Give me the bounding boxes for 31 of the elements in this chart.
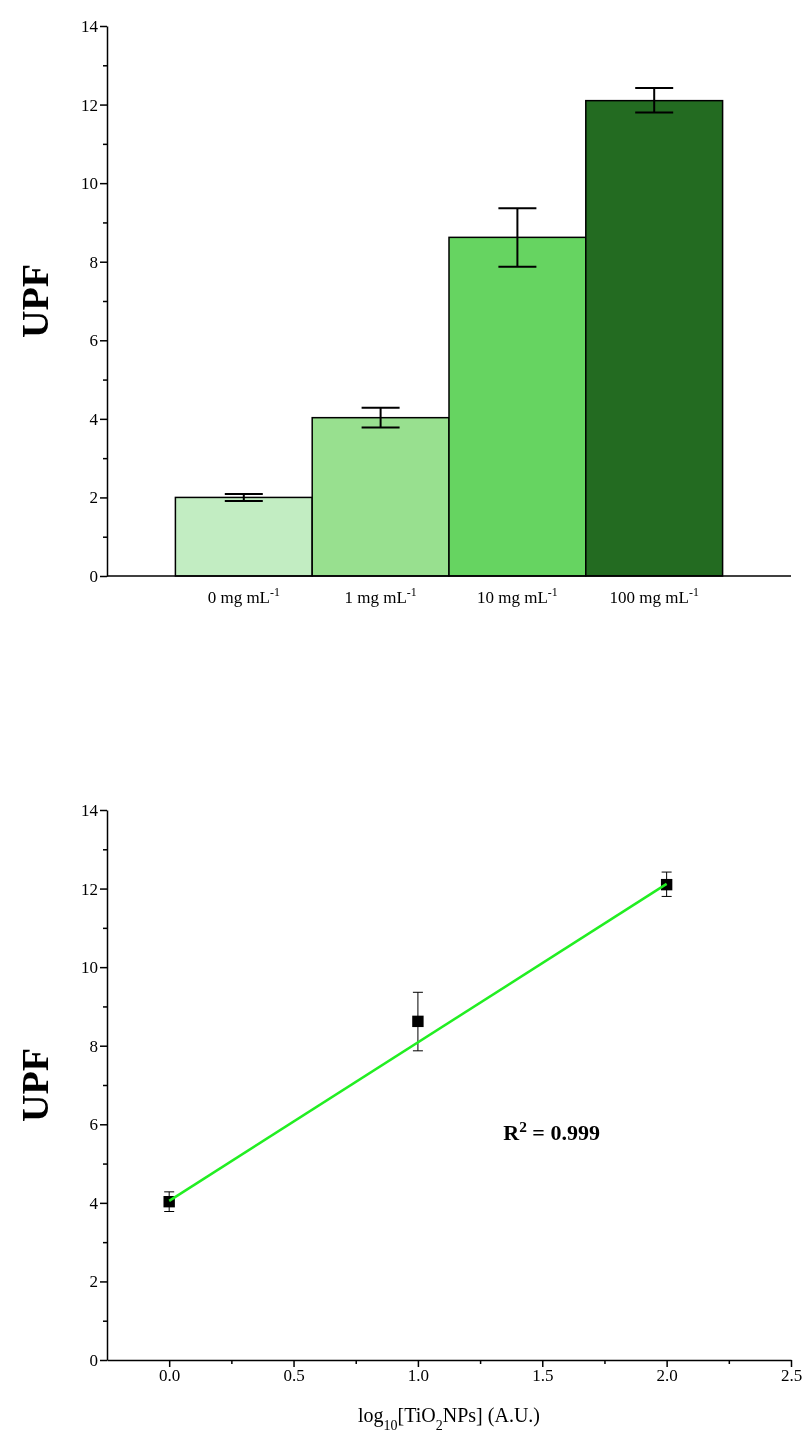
y-tick-label: 14 bbox=[81, 16, 99, 36]
y-tick-label: 10 bbox=[81, 174, 98, 194]
point bbox=[412, 1015, 424, 1028]
y-tick-label: 0 bbox=[89, 1350, 98, 1370]
y-tick-label: 4 bbox=[89, 409, 99, 429]
y-axis-title: UPF bbox=[14, 264, 56, 338]
x-tick-label: 0 mg mL$^{-1}$ bbox=[207, 584, 280, 607]
y-tick-label: 12 bbox=[81, 95, 98, 115]
y-tick-label: 4 bbox=[89, 1193, 99, 1213]
x-tick-label: 2.5 bbox=[780, 1366, 803, 1386]
y-tick-label: 2 bbox=[89, 488, 98, 508]
annotation: R$^{2}$ = 0.999 bbox=[503, 1117, 600, 1145]
x-tick-label: 10 mg mL$^{-1}$ bbox=[477, 584, 558, 607]
x-tick-label: 0.0 bbox=[159, 1366, 181, 1386]
y-tick-label: 0 bbox=[89, 566, 98, 586]
y-axis-title: UPF bbox=[14, 1048, 56, 1122]
x-tick-label: 0.5 bbox=[283, 1366, 305, 1386]
x-tick-label: 100 mg mL$^{-1}$ bbox=[609, 584, 699, 607]
y-tick-label: 2 bbox=[89, 1272, 98, 1292]
x-axis-title: log$_{10}$[TiO$_{2}$NPs] (A.U.) bbox=[358, 1404, 540, 1433]
x-tick-label: 1 mg mL$^{-1}$ bbox=[344, 584, 417, 607]
y-tick-label: 8 bbox=[89, 252, 98, 272]
y-tick-label: 12 bbox=[81, 879, 98, 899]
y-tick-label: 10 bbox=[81, 958, 98, 978]
x-tick-label: 2.0 bbox=[656, 1366, 678, 1386]
y-tick-label: 6 bbox=[89, 1115, 98, 1135]
y-tick-label: 6 bbox=[89, 331, 98, 351]
y-tick-label: 14 bbox=[81, 800, 99, 820]
x-tick-label: 1.0 bbox=[407, 1366, 430, 1386]
x-tick-label: 1.5 bbox=[532, 1366, 554, 1386]
y-tick-label: 8 bbox=[89, 1036, 98, 1056]
